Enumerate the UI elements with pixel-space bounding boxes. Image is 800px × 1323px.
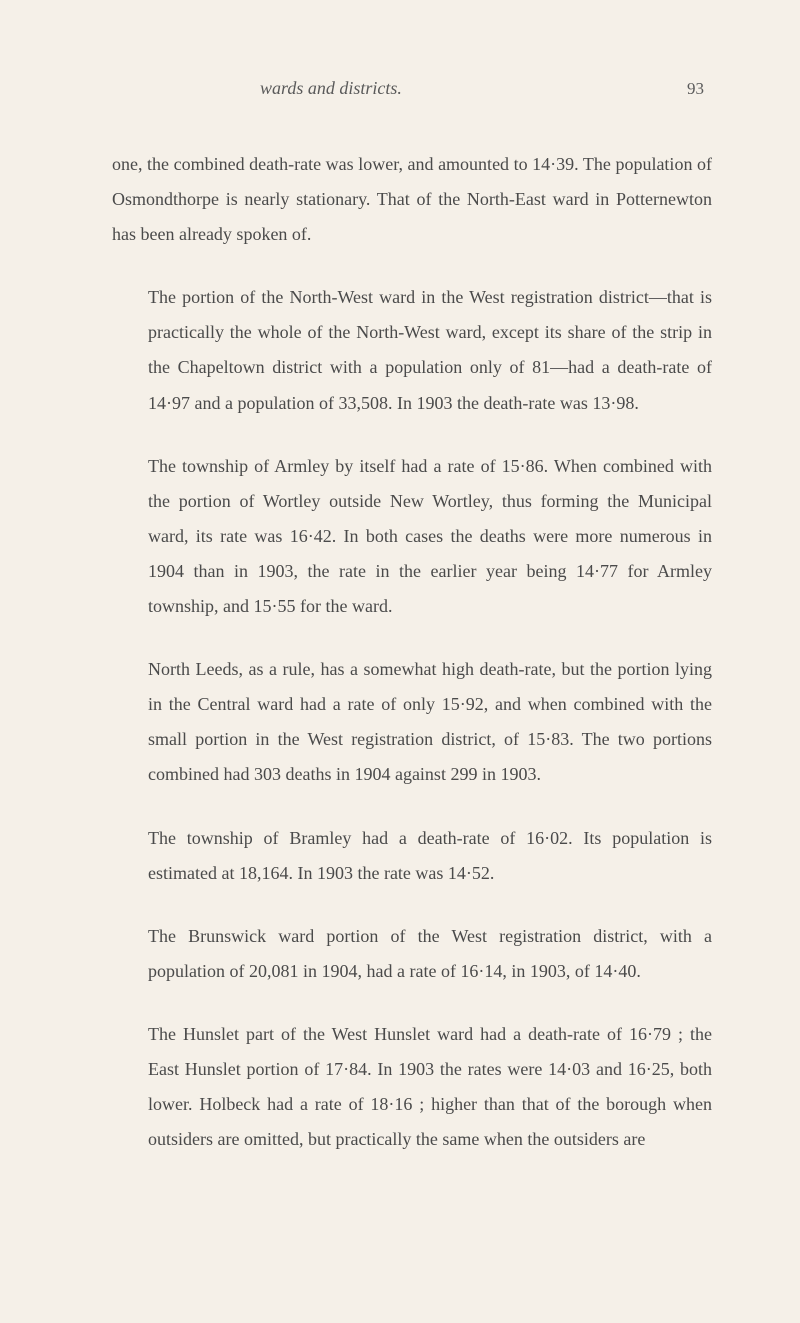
header-title: wards and districts. xyxy=(260,78,402,99)
body-paragraph: North Leeds, as a rule, has a somewhat h… xyxy=(112,652,712,792)
body-paragraph: one, the combined death-rate was lower, … xyxy=(112,147,712,252)
body-paragraph: The Hunslet part of the West Hunslet war… xyxy=(112,1017,712,1157)
page-header: wards and districts. 93 xyxy=(112,78,712,99)
body-paragraph: The Brunswick ward portion of the West r… xyxy=(112,919,712,989)
body-paragraph: The township of Armley by itself had a r… xyxy=(112,449,712,624)
body-paragraph: The township of Bramley had a death-rate… xyxy=(112,821,712,891)
page-number: 93 xyxy=(687,79,704,99)
body-paragraph: The portion of the North-West ward in th… xyxy=(112,280,712,420)
